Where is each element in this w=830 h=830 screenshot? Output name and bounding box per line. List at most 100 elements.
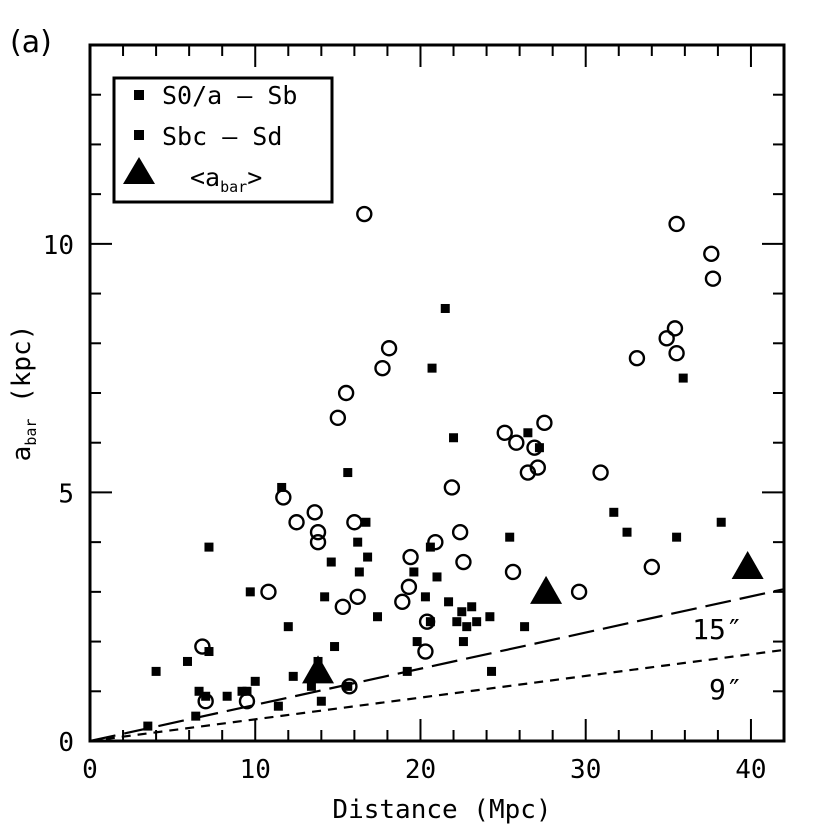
data-point-open-circle — [519, 464, 537, 481]
data-point-open-circle — [443, 479, 461, 496]
data-point-open-circle — [288, 514, 305, 531]
legend-label-early: S0/a – Sb — [162, 81, 297, 110]
data-point-open-circle — [329, 409, 347, 427]
data-point-open-circle — [628, 350, 646, 367]
data-point-open-circle — [394, 593, 411, 610]
data-point-filled-square — [151, 666, 161, 676]
data-point-open-circle — [504, 563, 522, 581]
data-point-open-circle — [592, 464, 609, 481]
data-point-filled-square — [194, 686, 204, 696]
data-point-filled-square — [409, 567, 419, 577]
data-point-open-circle — [341, 678, 358, 695]
data-point-open-circle — [309, 533, 327, 551]
y-axis-label-tail: (kpc) — [7, 325, 37, 419]
data-point-open-circle — [668, 345, 685, 362]
legend-label-late: Sbc – Sd — [162, 122, 282, 151]
data-point-filled-square — [412, 637, 422, 647]
data-point-open-circle — [427, 533, 444, 551]
data-point-open-circle — [309, 524, 327, 541]
data-point-filled-square — [716, 517, 726, 527]
data-point-filled-square — [306, 681, 316, 691]
x-axis-label: Distance (Mpc) — [332, 795, 551, 825]
data-point-filled-square — [425, 617, 435, 627]
data-point-filled-square — [182, 656, 192, 666]
data-point-filled-square — [622, 527, 632, 537]
data-point-open-circle — [668, 215, 685, 233]
data-point-filled-square — [425, 542, 435, 552]
data-point-open-circle — [703, 245, 720, 263]
data-point-filled-square — [427, 363, 437, 373]
x-tick-label: 40 — [735, 755, 766, 785]
data-point-filled-square — [444, 597, 454, 607]
data-point-filled-square — [363, 552, 373, 562]
data-point-open-circle — [529, 459, 546, 476]
data-point-filled-square — [237, 686, 247, 696]
data-point-filled-square — [250, 676, 260, 686]
data-point-filled-square — [523, 428, 533, 438]
y-tick-label: 0 — [58, 728, 74, 758]
y-tick-label: 5 — [58, 479, 74, 509]
data-point-filled-square — [472, 617, 482, 627]
data-point-filled-square — [672, 532, 682, 542]
data-point-filled-square — [534, 443, 544, 453]
data-point-filled-square — [440, 303, 450, 313]
data-point-filled-square — [467, 602, 477, 612]
data-point-filled-square — [288, 671, 298, 681]
data-point-filled-square — [609, 507, 619, 517]
data-point-filled-square — [201, 691, 211, 701]
data-point-filled-square — [273, 701, 283, 711]
reference-line-label-15arcsec: 15″ — [692, 613, 743, 646]
data-point-filled-square — [204, 647, 214, 657]
data-point-filled-square — [143, 721, 153, 731]
data-point-filled-square — [361, 517, 371, 527]
data-point-open-circle — [704, 270, 722, 287]
x-tick-label: 30 — [570, 755, 601, 785]
data-point-open-circle — [374, 359, 391, 377]
legend: S0/a – Sb Sbc – Sd <abar> — [112, 76, 334, 204]
x-tick-label: 10 — [240, 755, 271, 785]
data-point-open-circle — [417, 643, 434, 660]
tick-labels: 0 10 20 30 40 0 5 10 — [43, 231, 767, 785]
data-point-open-circle — [496, 424, 513, 441]
data-point-filled-square — [283, 622, 293, 632]
data-point-open-circle — [400, 578, 418, 596]
data-point-mean-triangle — [731, 551, 764, 579]
legend-marker-square-1 — [134, 90, 144, 100]
y-tick-label: 10 — [43, 231, 74, 261]
data-point-open-circle — [451, 524, 469, 541]
data-point-open-circle — [658, 330, 675, 347]
panel-label: (a) — [10, 25, 52, 60]
data-point-filled-square — [326, 557, 336, 567]
data-point-mean-triangle — [302, 655, 335, 684]
data-point-filled-square — [505, 532, 515, 542]
data-point-filled-square — [245, 587, 255, 597]
data-point-open-circle — [402, 548, 419, 566]
reference-line-9arcsec — [89, 648, 785, 743]
data-point-filled-square — [452, 617, 462, 627]
data-point-filled-square — [242, 686, 252, 696]
data-point-filled-square — [354, 567, 364, 577]
data-point-open-circle — [260, 583, 277, 601]
x-tick-label: 0 — [82, 755, 98, 785]
data-point-filled-square — [353, 537, 363, 547]
data-point-open-circle — [536, 414, 553, 432]
data-point-open-circle — [349, 588, 366, 606]
data-point-filled-square — [432, 572, 442, 582]
data-point-filled-square — [457, 607, 467, 617]
y-axis-label: abar (kpc) — [7, 325, 40, 462]
data-point-filled-square — [678, 373, 688, 383]
data-point-open-circle — [334, 598, 352, 615]
data-point-filled-square — [330, 642, 340, 652]
reference-line-15arcsec — [89, 588, 785, 743]
data-points — [143, 205, 764, 731]
axis-ticks — [89, 44, 785, 742]
legend-marker-square-2 — [134, 130, 144, 140]
data-point-filled-square — [402, 666, 412, 676]
data-point-filled-square — [204, 542, 214, 552]
data-point-filled-square — [320, 592, 330, 602]
data-point-filled-square — [343, 468, 353, 478]
y-axis-label-subscript: bar — [22, 419, 40, 446]
data-point-filled-square — [277, 482, 287, 492]
data-point-open-circle — [508, 434, 525, 451]
